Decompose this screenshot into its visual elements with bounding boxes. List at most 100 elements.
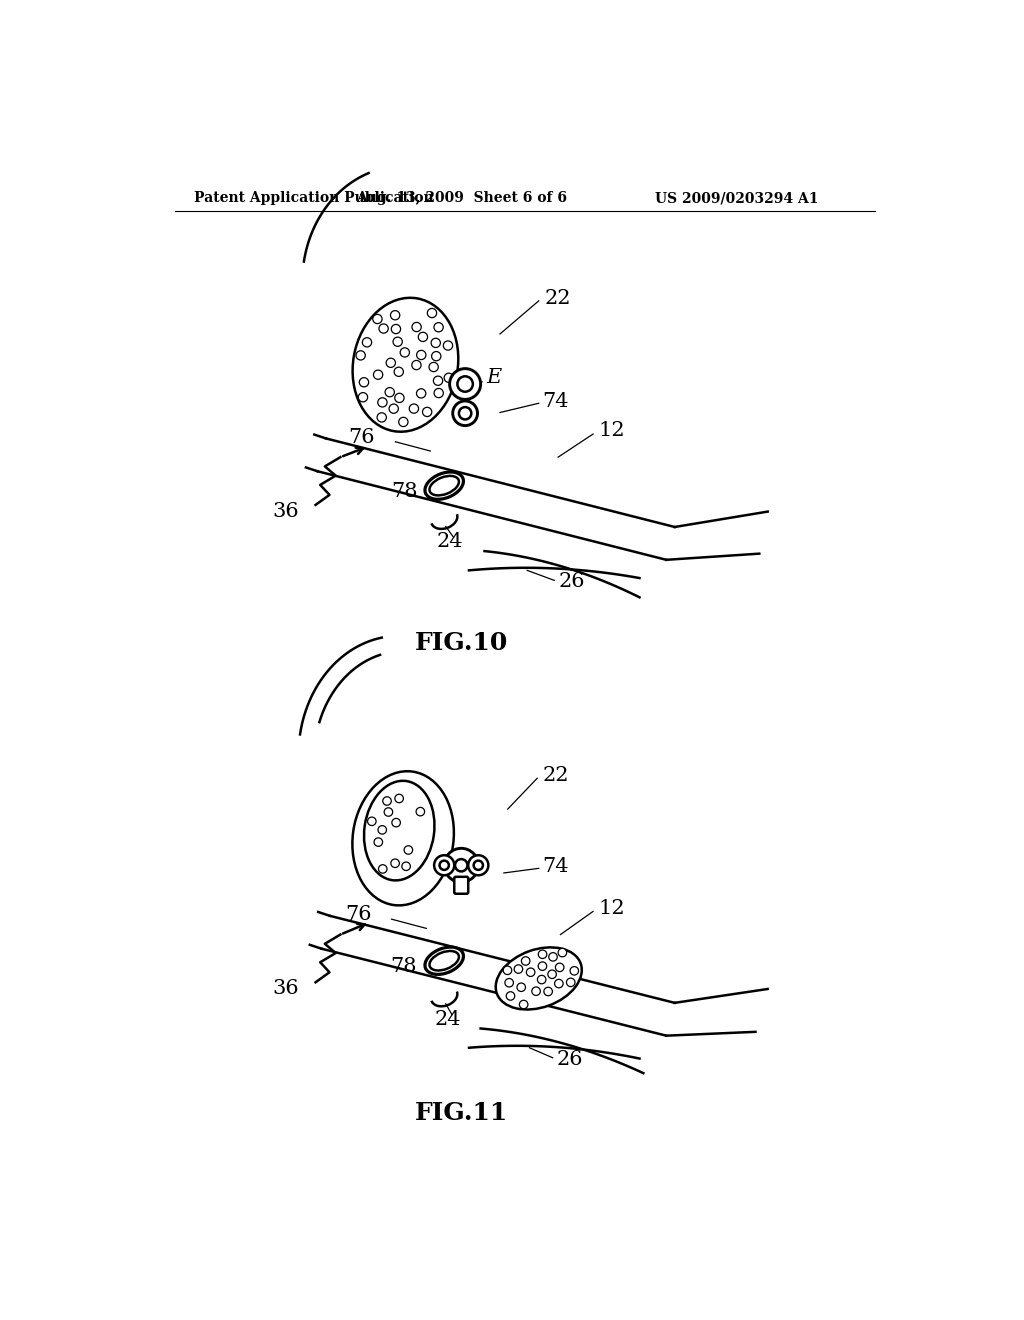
Text: US 2009/0203294 A1: US 2009/0203294 A1 — [655, 191, 818, 206]
Ellipse shape — [429, 477, 459, 495]
Ellipse shape — [352, 771, 454, 906]
Circle shape — [521, 957, 530, 965]
Circle shape — [390, 310, 399, 319]
Text: 76: 76 — [346, 906, 372, 924]
Circle shape — [519, 1001, 528, 1008]
Circle shape — [417, 350, 426, 359]
Text: 22: 22 — [543, 767, 569, 785]
Polygon shape — [322, 916, 675, 1036]
Circle shape — [393, 337, 402, 346]
Circle shape — [539, 950, 547, 958]
Circle shape — [391, 859, 399, 867]
Ellipse shape — [352, 298, 459, 432]
Ellipse shape — [425, 946, 464, 974]
Circle shape — [468, 855, 488, 875]
Circle shape — [412, 360, 421, 370]
Circle shape — [503, 966, 512, 974]
Circle shape — [395, 795, 403, 803]
Text: 24: 24 — [435, 1010, 462, 1028]
Circle shape — [434, 322, 443, 331]
Polygon shape — [317, 438, 675, 560]
Circle shape — [417, 389, 426, 399]
Circle shape — [531, 987, 541, 995]
Text: 78: 78 — [391, 482, 418, 500]
Circle shape — [526, 968, 535, 977]
Circle shape — [418, 333, 428, 342]
Text: Patent Application Publication: Patent Application Publication — [194, 191, 433, 206]
Circle shape — [398, 417, 408, 426]
Circle shape — [431, 351, 441, 360]
Circle shape — [566, 978, 575, 986]
Circle shape — [383, 797, 391, 805]
Circle shape — [558, 948, 566, 957]
Circle shape — [401, 862, 411, 870]
Circle shape — [362, 338, 372, 347]
Text: FIG.10: FIG.10 — [415, 631, 508, 656]
Circle shape — [385, 388, 394, 397]
Circle shape — [555, 964, 564, 972]
Circle shape — [506, 991, 515, 1001]
Circle shape — [389, 404, 398, 413]
Circle shape — [431, 338, 440, 347]
Text: 78: 78 — [390, 957, 417, 977]
Circle shape — [416, 808, 425, 816]
Ellipse shape — [429, 950, 459, 970]
FancyBboxPatch shape — [455, 876, 468, 894]
Circle shape — [359, 378, 369, 387]
Circle shape — [459, 407, 471, 420]
Ellipse shape — [425, 473, 464, 499]
Circle shape — [548, 970, 556, 978]
Circle shape — [450, 368, 480, 400]
Circle shape — [444, 374, 454, 383]
Circle shape — [395, 393, 404, 403]
Circle shape — [384, 808, 392, 816]
Circle shape — [434, 388, 443, 397]
Text: E: E — [486, 367, 502, 387]
Circle shape — [433, 376, 442, 385]
Circle shape — [555, 979, 563, 987]
Circle shape — [391, 325, 400, 334]
Circle shape — [444, 849, 478, 882]
Circle shape — [368, 817, 376, 825]
Circle shape — [517, 983, 525, 991]
Circle shape — [474, 861, 483, 870]
Ellipse shape — [364, 781, 434, 880]
Circle shape — [374, 838, 383, 846]
Circle shape — [379, 865, 387, 873]
Text: 24: 24 — [436, 532, 463, 552]
Circle shape — [453, 401, 477, 425]
Text: 12: 12 — [598, 899, 625, 917]
Text: 22: 22 — [545, 289, 571, 308]
Circle shape — [539, 962, 547, 970]
Text: 36: 36 — [272, 979, 299, 998]
Text: 36: 36 — [272, 502, 299, 520]
Circle shape — [404, 846, 413, 854]
Text: 74: 74 — [543, 392, 569, 412]
Circle shape — [427, 309, 436, 318]
Text: FIG.11: FIG.11 — [415, 1101, 508, 1125]
Circle shape — [373, 314, 382, 323]
Circle shape — [455, 859, 467, 871]
Text: 76: 76 — [348, 428, 375, 446]
Circle shape — [570, 966, 579, 975]
Text: Aug. 13, 2009  Sheet 6 of 6: Aug. 13, 2009 Sheet 6 of 6 — [355, 191, 566, 206]
Circle shape — [356, 351, 366, 360]
Circle shape — [423, 408, 432, 417]
Text: 12: 12 — [598, 421, 625, 441]
Circle shape — [386, 358, 395, 367]
Circle shape — [410, 404, 419, 413]
Circle shape — [400, 347, 410, 356]
Circle shape — [378, 825, 386, 834]
Circle shape — [394, 367, 403, 376]
Circle shape — [439, 861, 449, 870]
Circle shape — [544, 987, 552, 995]
Text: 74: 74 — [543, 857, 569, 876]
Text: 26: 26 — [558, 573, 585, 591]
Circle shape — [377, 413, 386, 422]
Circle shape — [412, 322, 421, 331]
Circle shape — [378, 397, 387, 407]
Circle shape — [358, 392, 368, 401]
Circle shape — [514, 965, 522, 973]
Circle shape — [549, 953, 557, 961]
Text: 26: 26 — [557, 1049, 583, 1069]
